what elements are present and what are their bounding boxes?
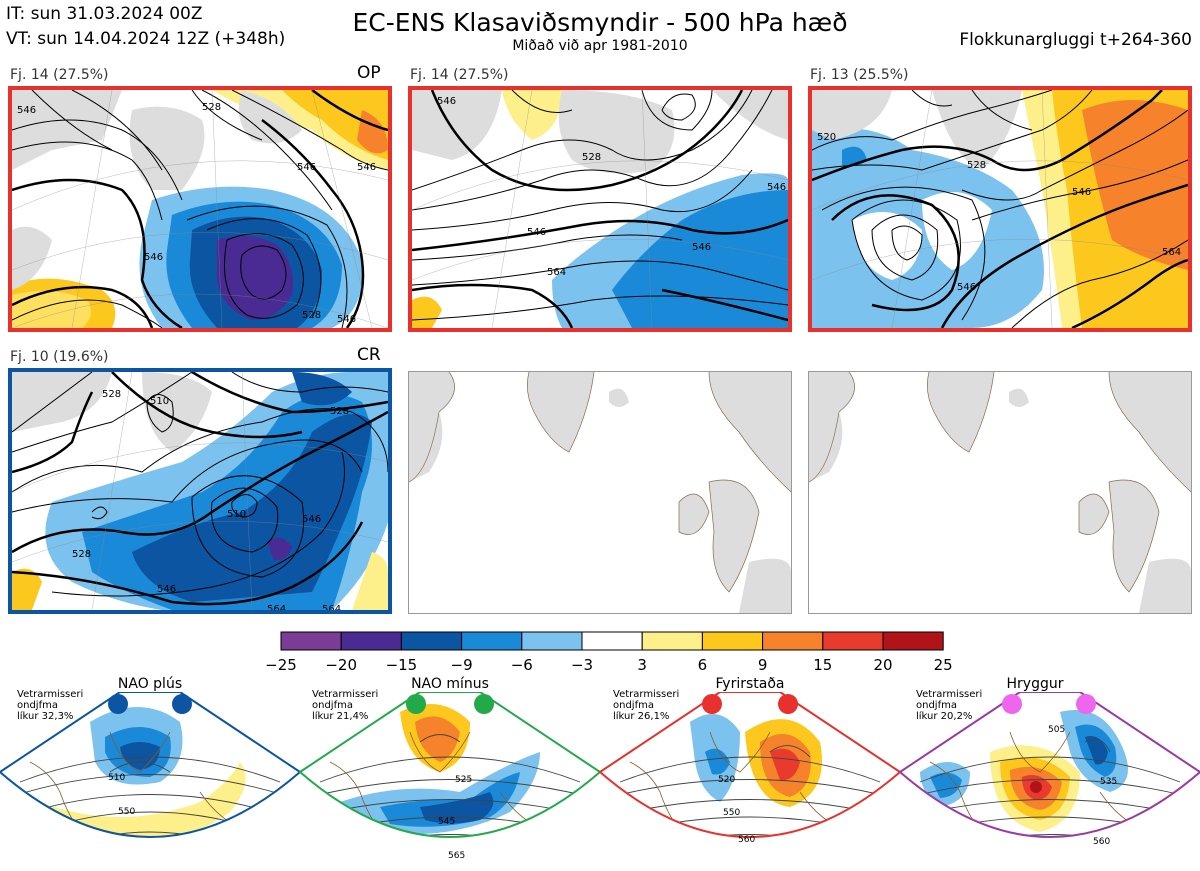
regime-3-contour: 520 bbox=[718, 775, 735, 785]
panel-1-tag: OP bbox=[357, 63, 381, 83]
regime-1-contour: 510 bbox=[108, 773, 125, 783]
chart-title: EC-ENS Klasaviðsmyndir - 500 hPa hæð bbox=[352, 8, 848, 37]
panel-4-label: Fj. 10 (19.6%) bbox=[10, 349, 109, 365]
p1-contour-label: 546 bbox=[17, 105, 36, 116]
p1-contour-label: 528 bbox=[302, 310, 321, 321]
regime-2-contour: 565 bbox=[448, 851, 465, 861]
panel-2-label: Fj. 14 (27.5%) bbox=[410, 67, 509, 83]
p1-contour-label: 528 bbox=[202, 102, 221, 113]
p2-contour-label: 546 bbox=[527, 227, 546, 238]
regime-1-info: Vetrarmisseri ondjfma líkur 32,3% bbox=[17, 689, 84, 722]
chart-subtitle: Miðað við apr 1981-2010 bbox=[512, 38, 688, 54]
valid-time: VT: sun 14.04.2024 12Z (+348h) bbox=[6, 29, 286, 49]
colorbar-swatch bbox=[882, 631, 944, 651]
regime-1-contour: 550 bbox=[118, 807, 135, 817]
regime-3-contour: 550 bbox=[723, 808, 740, 818]
p2-contour-label: 528 bbox=[582, 152, 601, 163]
cluster-panel-4: 528 510 528 546 546 528 510 564 564 bbox=[8, 368, 392, 614]
colorbar-swatch bbox=[521, 631, 583, 651]
p1-contour-label: 546 bbox=[297, 162, 316, 173]
colorbar-swatch bbox=[581, 631, 643, 651]
regime-4-name: Hryggur bbox=[1006, 676, 1064, 692]
p1-contour-label: 546 bbox=[337, 314, 356, 325]
regime-3-info: Vetrarmisseri ondjfma líkur 26,1% bbox=[613, 689, 680, 722]
classification-window: Flokkunargluggi t+264-360 bbox=[959, 30, 1192, 50]
colorbar-swatch bbox=[400, 631, 463, 651]
regime-4-contour: 560 bbox=[1093, 837, 1110, 847]
cluster-panel-6 bbox=[808, 371, 1192, 614]
colorbar-tick-label: 20 bbox=[873, 656, 892, 674]
colorbar-tick-label: 9 bbox=[758, 656, 768, 674]
p4-contour-label: 510 bbox=[150, 396, 169, 407]
regime-4-contour: 505 bbox=[1048, 725, 1065, 735]
colorbar: −25 −20 −15 −9 −6 −3 3 6 9 15 20 25 bbox=[265, 631, 953, 674]
panel-4-tag: CR bbox=[357, 345, 381, 365]
p4-contour-label: 546 bbox=[157, 584, 176, 595]
panel-1-label: Fj. 14 (27.5%) bbox=[10, 67, 109, 83]
p1-contour-label: 546 bbox=[357, 162, 376, 173]
colorbar-tick-label: 6 bbox=[698, 656, 708, 674]
colorbar-tick-label: −20 bbox=[325, 656, 357, 674]
colorbar-swatch bbox=[762, 631, 824, 651]
regime-3-contour: 560 bbox=[738, 835, 755, 845]
p4-contour-label: 528 bbox=[330, 406, 349, 417]
initial-time: IT: sun 31.03.2024 00Z bbox=[6, 4, 203, 24]
p3-contour-label: 528 bbox=[967, 160, 986, 171]
p2-contour-label: 546 bbox=[692, 242, 711, 253]
p1-contour-label: 546 bbox=[144, 252, 163, 263]
cluster-panel-2: 528 546 564 546 546 546 bbox=[408, 86, 792, 332]
colorbar-swatch bbox=[340, 631, 402, 651]
panel-3-label: Fj. 13 (25.5%) bbox=[810, 67, 909, 83]
colorbar-swatch bbox=[822, 631, 884, 651]
colorbar-tick-label: −25 bbox=[265, 656, 297, 674]
p4-contour-label: 528 bbox=[72, 549, 91, 560]
p2-contour-label: 564 bbox=[547, 267, 566, 278]
p2-contour-label: 546 bbox=[437, 96, 456, 107]
colorbar-tick-label: 25 bbox=[934, 656, 953, 674]
colorbar-tick-label: 15 bbox=[813, 656, 832, 674]
colorbar-tick-label: −15 bbox=[386, 656, 418, 674]
regime-4-contour: 535 bbox=[1100, 777, 1117, 787]
regime-maps: 510 550 525 545 565 bbox=[0, 692, 1200, 861]
colorbar-tick-label: −6 bbox=[511, 656, 533, 674]
colorbar-swatch bbox=[461, 631, 523, 651]
colorbar-tick-label: −9 bbox=[451, 656, 473, 674]
p3-contour-label: 546 bbox=[957, 282, 976, 293]
colorbar-swatch bbox=[641, 631, 703, 651]
regime-2-name: NAO mínus bbox=[411, 676, 489, 692]
p3-contour-label: 564 bbox=[1162, 247, 1181, 258]
regime-3-name: Fyrirstaða bbox=[715, 676, 785, 692]
regime-2-info: Vetrarmisseri ondjfma líkur 21,4% bbox=[312, 689, 379, 722]
regime-2-contour: 545 bbox=[438, 817, 455, 827]
p4-contour-label: 510 bbox=[227, 509, 246, 520]
cluster-panel-5 bbox=[408, 371, 792, 614]
p4-contour-label: 546 bbox=[302, 514, 321, 525]
regime-4-info: Vetrarmisseri ondjfma líkur 20,2% bbox=[916, 689, 983, 722]
colorbar-tick-label: −3 bbox=[571, 656, 593, 674]
p4-contour-label: 564 bbox=[267, 604, 286, 610]
p4-contour-label: 528 bbox=[102, 389, 121, 400]
colorbar-swatch bbox=[701, 631, 764, 651]
p3-contour-label: 546 bbox=[1072, 187, 1091, 198]
p3-contour-label: 520 bbox=[817, 132, 836, 143]
colorbar-tick-label: 3 bbox=[637, 656, 647, 674]
cluster-panel-1: 546 528 546 546 528 546 546 bbox=[8, 86, 392, 332]
p2-contour-label: 546 bbox=[767, 182, 786, 193]
colorbar-swatch bbox=[280, 631, 342, 651]
regime-1-name: NAO plús bbox=[117, 676, 183, 692]
cluster-panel-3: 520 528 546 546 564 bbox=[808, 86, 1192, 332]
regime-2-contour: 525 bbox=[455, 775, 472, 785]
p4-contour-label: 564 bbox=[322, 604, 341, 610]
